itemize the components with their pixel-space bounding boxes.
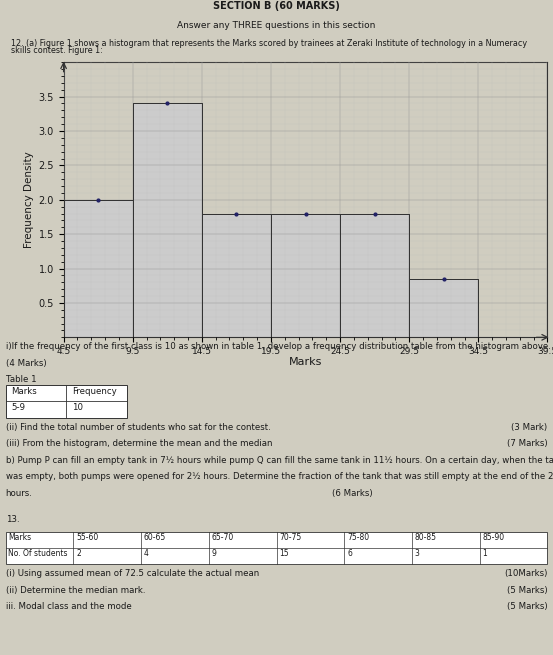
Text: iii. Modal class and the mode: iii. Modal class and the mode	[6, 602, 131, 611]
Text: (6 Marks): (6 Marks)	[332, 489, 372, 498]
Text: Answer any THREE questions in this section: Answer any THREE questions in this secti…	[178, 21, 375, 30]
Text: 15: 15	[279, 549, 289, 558]
Text: 75-80: 75-80	[347, 533, 369, 542]
Text: 5-9: 5-9	[11, 403, 25, 412]
Text: (10Marks): (10Marks)	[504, 569, 547, 578]
Text: i)If the frequency of the first class is 10 as shown in table 1, develop a frequ: i)If the frequency of the first class is…	[6, 342, 550, 351]
Bar	[409, 279, 478, 337]
Text: 4: 4	[144, 549, 149, 558]
Text: skills contest. Figure 1:: skills contest. Figure 1:	[11, 46, 103, 54]
Text: 3: 3	[415, 549, 420, 558]
Text: 12. (a) Figure 1 shows a histogram that represents the Marks scored by trainees : 12. (a) Figure 1 shows a histogram that …	[11, 39, 527, 48]
Text: (ii) Find the total number of students who sat for the contest.: (ii) Find the total number of students w…	[6, 422, 270, 432]
Text: (i) Using assumed mean of 72.5 calculate the actual mean: (i) Using assumed mean of 72.5 calculate…	[6, 569, 259, 578]
X-axis label: Marks: Marks	[289, 358, 322, 367]
Bar	[340, 214, 409, 337]
Text: 65-70: 65-70	[211, 533, 234, 542]
Text: 10: 10	[72, 403, 83, 412]
Text: Table 1: Table 1	[6, 375, 36, 384]
Y-axis label: Frequency Density: Frequency Density	[24, 151, 34, 248]
Text: 9: 9	[211, 549, 216, 558]
Text: 80-85: 80-85	[415, 533, 437, 542]
Text: (3 Mark): (3 Mark)	[512, 422, 547, 432]
Bar	[133, 103, 202, 337]
Text: SECTION B (60 MARKS): SECTION B (60 MARKS)	[213, 1, 340, 11]
Text: 1: 1	[482, 549, 487, 558]
Text: 13.: 13.	[6, 515, 19, 524]
Bar	[271, 214, 340, 337]
Text: 85-90: 85-90	[482, 533, 505, 542]
Bar	[202, 214, 271, 337]
Text: Marks: Marks	[11, 386, 37, 396]
Bar	[133, 103, 202, 337]
Text: (4 Marks): (4 Marks)	[6, 358, 46, 367]
Text: b) Pump P can fill an empty tank in 7½ hours while pump Q can fill the same tank: b) Pump P can fill an empty tank in 7½ h…	[6, 456, 553, 465]
Text: (iii) From the histogram, determine the mean and the median: (iii) From the histogram, determine the …	[6, 440, 272, 448]
Bar	[6, 385, 127, 418]
Text: Frequency: Frequency	[72, 386, 117, 396]
Text: (ii) Determine the median mark.: (ii) Determine the median mark.	[6, 586, 145, 595]
Text: hours.: hours.	[6, 489, 33, 498]
Bar	[202, 214, 271, 337]
Text: was empty, both pumps were opened for 2½ hours. Determine the fraction of the ta: was empty, both pumps were opened for 2½…	[6, 472, 553, 481]
Bar	[6, 532, 547, 563]
Text: 2: 2	[76, 549, 81, 558]
Bar	[64, 200, 133, 337]
Text: (5 Marks): (5 Marks)	[507, 586, 547, 595]
Bar	[271, 214, 340, 337]
Text: 55-60: 55-60	[76, 533, 98, 542]
Text: (5 Marks): (5 Marks)	[507, 602, 547, 611]
Text: No. Of students: No. Of students	[8, 549, 68, 558]
Text: 70-75: 70-75	[279, 533, 301, 542]
Text: Marks: Marks	[8, 533, 32, 542]
Bar	[64, 200, 133, 337]
Bar	[340, 214, 409, 337]
Text: (7 Marks): (7 Marks)	[507, 440, 547, 448]
Bar	[409, 279, 478, 337]
Text: 6: 6	[347, 549, 352, 558]
Text: 60-65: 60-65	[144, 533, 166, 542]
